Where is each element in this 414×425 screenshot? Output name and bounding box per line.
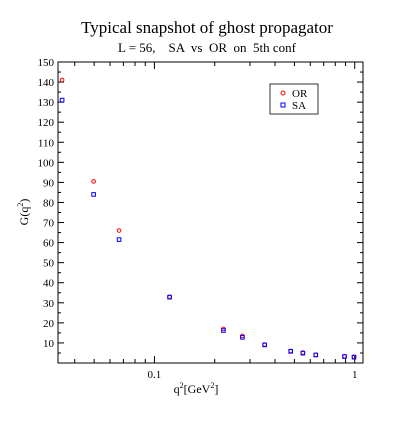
data-point-sa [91, 192, 96, 197]
data-point-sa [313, 352, 319, 358]
y-tick-label: 10 [43, 338, 55, 350]
data-point-sa [288, 349, 293, 354]
data-point-or [116, 228, 122, 233]
data-point-sa [300, 350, 306, 356]
x-axis: 0.1 1 [74, 62, 358, 381]
y-tick-label: 100 [38, 157, 55, 169]
y-tick-label: 150 [38, 57, 55, 69]
y-tick-label: 140 [38, 77, 55, 89]
y-tick-label: 30 [43, 298, 55, 310]
x-tick-label: 0.1 [148, 369, 162, 381]
y-tick-label: 60 [43, 238, 55, 250]
x-axis-label: q2[GeV2] [174, 381, 219, 396]
y-tick-label: 70 [43, 218, 55, 230]
y-tick-label: 20 [43, 318, 55, 330]
legend-label-or: OR [292, 88, 308, 100]
legend-label-sa: SA [292, 100, 306, 112]
y-tick-label: 80 [43, 197, 55, 209]
data-point-sa [167, 294, 172, 300]
legend-marker-or [280, 90, 286, 96]
data-point-or [59, 77, 65, 83]
data-point-or [91, 179, 96, 184]
data-point-sa [59, 97, 65, 103]
chart-title: Typical snapshot of ghost propagator [81, 18, 333, 37]
data-point-sa [221, 328, 226, 333]
y-axis-label: G(q2) [16, 199, 31, 226]
data-point-sa [240, 335, 245, 340]
y-tick-label: 110 [38, 137, 55, 149]
x-tick-label: 1 [352, 369, 358, 381]
legend: OR SA [269, 83, 319, 115]
data-point-sa [262, 342, 267, 348]
data-point-sa [351, 354, 357, 360]
data-point-sa [342, 354, 347, 359]
y-tick-label: 130 [38, 97, 55, 109]
legend-marker-sa [280, 102, 286, 108]
y-tick-label: 50 [43, 258, 55, 270]
y-tick-label: 90 [43, 177, 55, 189]
chart-subtitle: L = 56, SA vs OR on 5th conf [118, 40, 297, 55]
data-points [59, 77, 357, 360]
y-tick-label: 40 [43, 278, 55, 290]
y-axis: 10 20 30 40 50 60 70 80 90 100 110 120 130 140 150 [38, 57, 363, 354]
data-point-sa [116, 237, 122, 242]
y-tick-label: 120 [38, 117, 55, 129]
legend-box [269, 83, 319, 115]
